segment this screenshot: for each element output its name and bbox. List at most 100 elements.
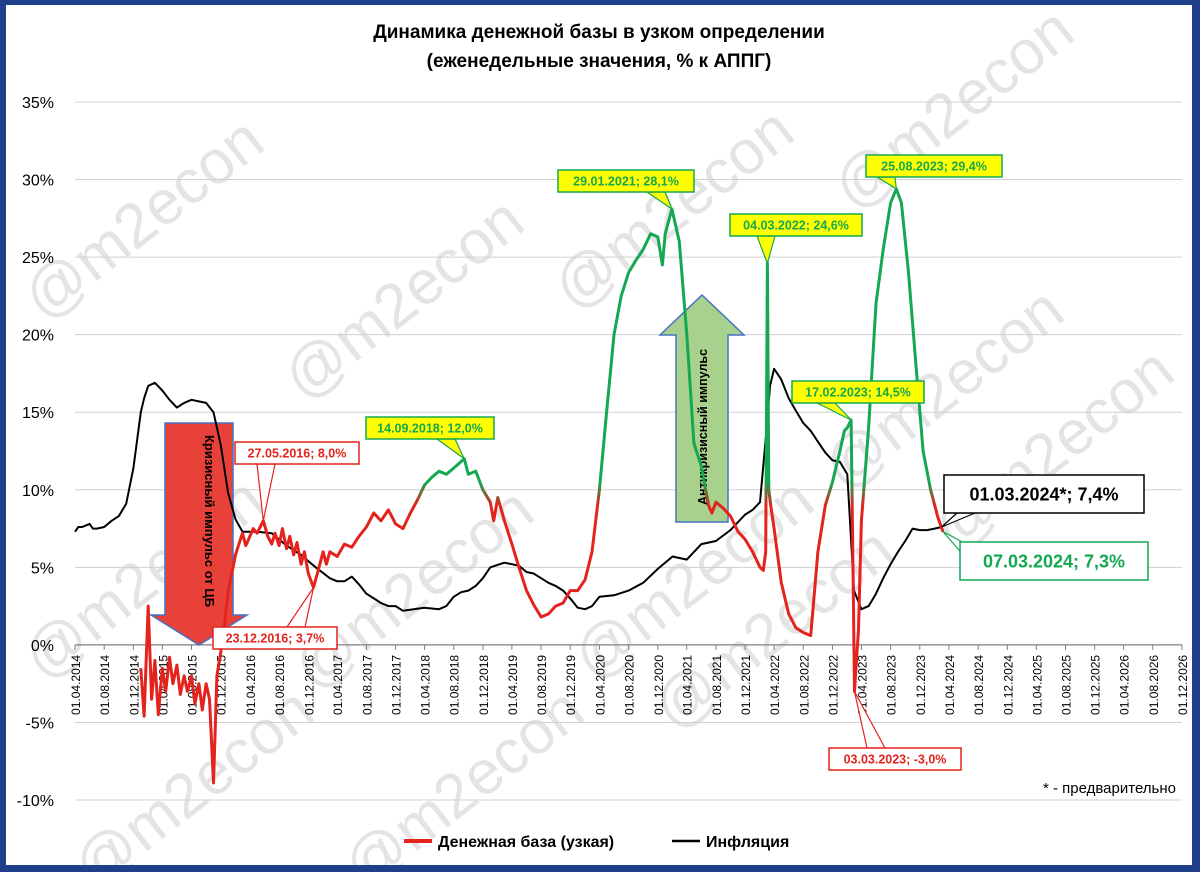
x-tick-label: 01.08.2023 [885,655,899,715]
x-tick-label: 01.12.2024 [1001,655,1015,715]
callout-label: 27.05.2016; 8,0% [248,447,347,461]
callout-box [557,169,695,193]
chart-title: Динамика денежной базы в узком определен… [373,22,825,43]
crisis-impulse-label: Кризисный импульс от ЦБ [202,435,217,607]
x-tick-label: 01.08.2018 [448,655,462,715]
y-tick-label: 5% [31,560,54,577]
y-tick-label: 10% [22,483,54,500]
callout-label: 17.02.2023; 14,5% [805,386,911,400]
series-line-inflation [74,367,942,612]
x-tick-label: 01.12.2018 [477,655,491,715]
callout-box [943,474,1145,514]
callout-box [365,416,495,440]
x-tick-label: 01.08.2025 [1059,655,1073,715]
annotation-callout: 17.02.2023; 14,5% [791,380,925,421]
watermark-text: @m2econ [10,104,276,333]
y-tick-label: 0% [31,638,54,655]
annotation-callout: 27.05.2016; 8,0% [234,441,360,521]
impulse-arrows: Кризисный импульс от ЦБ Антикризисный имп… [148,293,746,646]
footnote: * - предварительно [1043,780,1176,797]
callout-label: 03.03.2023; -3,0% [844,753,947,767]
x-tick-label: 01.08.2019 [535,655,549,715]
legend-label-inflation: Инфляция [706,834,789,851]
y-axis-ticks: -10% -5% 0% 5% 10% 15% 20% 25% 30% 35% [17,95,54,810]
x-tick-label: 01.12.2017 [390,655,404,715]
callout-box [828,747,962,771]
x-tick-label: 01.04.2025 [1030,655,1044,715]
y-tick-label: -10% [17,793,54,810]
x-tick-label: 01.12.2019 [564,655,578,715]
callout-pointer [853,691,887,749]
x-tick-label: 01.08.2022 [797,655,811,715]
chart-canvas: @m2econ@m2econ @m2econ @m2econ@m2econ @m2ec… [10,0,1190,872]
x-tick-label: 01.12.2022 [826,655,840,715]
annotation-callout: 14.09.2018; 12,0% [365,416,495,461]
x-tick-label: 01.12.2020 [652,655,666,715]
callout-pointer [756,235,776,266]
y-tick-label: 25% [22,250,54,267]
callout-label: 14.09.2018; 12,0% [377,422,483,436]
y-tick-label: 35% [22,95,54,112]
x-tick-label: 01.04.2017 [331,655,345,715]
x-tick-label: 01.08.2021 [710,655,724,715]
callout-box [212,626,338,650]
x-tick-label: 01.08.2014 [98,655,112,715]
anticrisis-impulse-label: Антикризисный импульс [696,349,710,505]
x-tick-label: 01.04.2022 [768,655,782,715]
chart-subtitle: (еженедельные значения, % к АППГ) [427,51,772,72]
callout-label: 29.01.2021; 28,1% [573,175,679,189]
legend-label-money-base: Денежная база (узкая) [438,834,614,851]
x-tick-label: 01.08.2016 [273,655,287,715]
annotation-callout: 25.08.2023; 29,4% [865,154,1003,191]
annotation-callout: 04.03.2022; 24,6% [729,213,863,266]
callout-label: 04.03.2022; 24,6% [743,219,849,233]
y-tick-label: -5% [26,715,54,732]
x-tick-label: 01.04.2014 [69,655,83,715]
crisis-impulse-arrow [148,422,250,646]
annotation-callout: 29.01.2021; 28,1% [557,169,695,211]
x-tick-label: 01.12.2016 [302,655,316,715]
y-tick-label: 30% [22,173,54,190]
x-tick-label: 01.08.2026 [1147,655,1161,715]
x-tick-label: 01.04.2021 [681,655,695,715]
x-tick-label: 01.08.2017 [360,655,374,715]
callout-box [959,541,1149,581]
callout-pointer [435,438,466,461]
chart-frame: @m2econ @m2econ @m2econ @m2econ @m2econ @m2ec… [6,0,1192,872]
x-tick-label: 01.12.2021 [739,655,753,715]
watermark-text: @m2econ [270,184,536,413]
callout-box [729,213,863,237]
callout-pointer [816,402,852,421]
callout-label: 23.12.2016; 3,7% [226,632,325,646]
y-tick-label: 15% [22,405,54,422]
callout-label: 01.03.2024*; 7,4% [969,484,1118,504]
x-tick-label: 01.04.2016 [244,655,258,715]
x-tick-label: 01.04.2019 [506,655,520,715]
x-tick-label: 01.12.2025 [1089,655,1103,715]
x-tick-label: 01.04.2020 [593,655,607,715]
callout-pointer [285,587,315,628]
x-tick-label: 01.08.2020 [623,655,637,715]
x-tick-label: 01.08.2024 [972,655,986,715]
series-line-money-base [139,187,945,785]
legend: Денежная база (узкая) Инфляция [404,834,789,851]
annotation-layer: 27.05.2016; 8,0% 23.12.2016; 3,7% 14.09.20… [212,154,1149,771]
callout-label: 07.03.2024; 7,3% [983,551,1125,571]
annotation-callout: 07.03.2024; 7,3% [942,531,1149,581]
callout-box [865,154,1003,178]
y-tick-label: 20% [22,328,54,345]
x-tick-label: 01.12.2014 [127,655,141,715]
x-tick-label: 01.12.2023 [914,655,928,715]
series-layer [74,187,945,785]
annotation-callout: 03.03.2023; -3,0% [828,691,962,771]
x-tick-label: 01.12.2026 [1176,655,1190,715]
x-axis-ticks: 01.04.2014 01.08.2014 01.12.2014 01.04.2015… [69,644,1190,715]
anticrisis-impulse-arrow [658,293,746,523]
watermark-text: @m2econ [820,5,1086,223]
x-tick-label: 01.04.2026 [1118,655,1132,715]
annotation-callout: 01.03.2024*; 7,4% [941,474,1145,528]
x-tick-label: 01.04.2024 [943,655,957,715]
callout-label: 25.08.2023; 29,4% [881,160,987,174]
annotation-callout: 23.12.2016; 3,7% [212,587,338,650]
x-tick-label: 01.04.2018 [419,655,433,715]
